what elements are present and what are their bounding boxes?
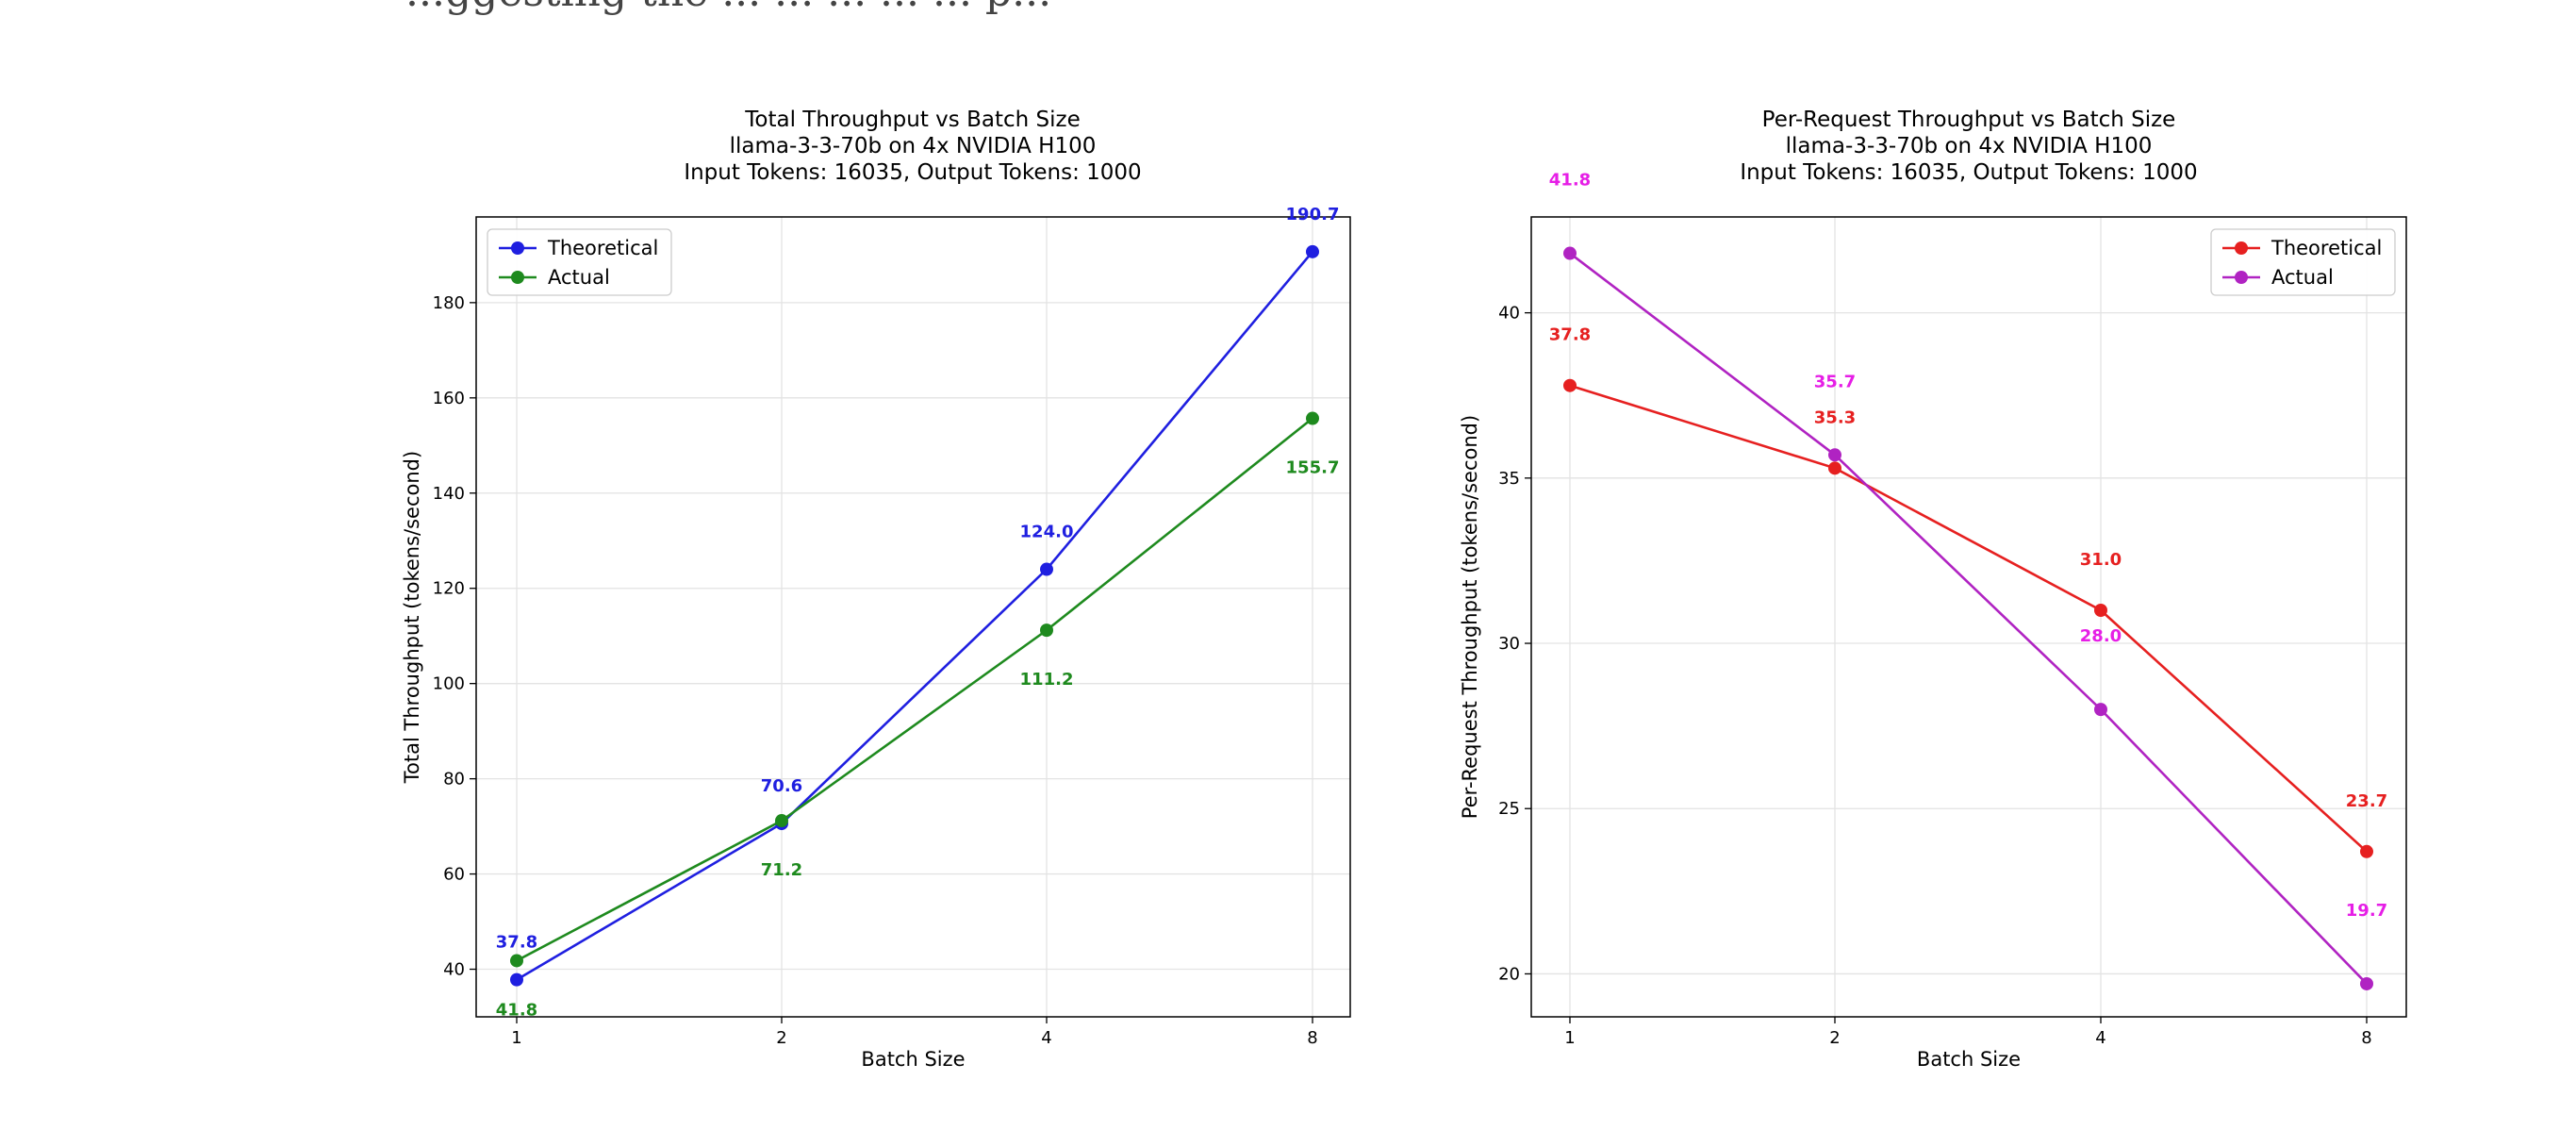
x-tick-label: 4 (1041, 1028, 1051, 1048)
cropped-caption-text: ...ggesting the ... ... ... ... ... p... (0, 0, 2576, 17)
legend-marker (511, 241, 524, 255)
data-label: 35.7 (1814, 372, 1856, 391)
legend-entry: Theoretical (2271, 237, 2382, 259)
data-label: 111.2 (1020, 670, 1074, 690)
data-label: 35.3 (1814, 407, 1856, 427)
data-label: 41.8 (1549, 171, 1591, 191)
data-label: 37.8 (496, 933, 537, 953)
data-point (2360, 976, 2373, 990)
data-point (1040, 623, 1053, 638)
series-theoretical: 37.8 70.6 124.0 190.7 (496, 205, 1340, 987)
legend-entry: Actual (548, 266, 610, 289)
series-line (1569, 384, 2368, 853)
data-label: 19.7 (2346, 901, 2387, 921)
data-point (2094, 603, 2107, 617)
series-actual: 41.8 71.2 111.2 155.7 (496, 411, 1340, 1020)
data-label: 23.7 (2346, 791, 2387, 811)
legend-box (2210, 228, 2396, 296)
data-point (1040, 562, 1053, 576)
y-tick-label: 30 (1498, 634, 1520, 654)
data-point (1306, 244, 1319, 258)
chart-2: Per-Request Throughput vs Batch Sizellam… (1459, 108, 2407, 1071)
x-axis-label: Batch Size (1917, 1048, 2021, 1071)
y-axis-label: Per-Request Throughput (tokens/second) (1459, 415, 1481, 819)
data-point (510, 954, 523, 968)
legend-marker (2235, 271, 2248, 284)
chart-title-line-1: Per-Request Throughput vs Batch Size (1762, 108, 2176, 132)
chart-1: Total Throughput vs Batch Sizellama-3-3-… (401, 108, 1351, 1071)
legend-entry: Theoretical (547, 237, 658, 259)
x-tick-label: 2 (776, 1028, 786, 1048)
y-axis-label: Total Throughput (tokens/second) (401, 451, 423, 784)
data-point (1563, 246, 1577, 260)
y-tick-label: 40 (443, 960, 465, 980)
data-point (510, 972, 523, 987)
x-tick-label: 2 (1829, 1028, 1840, 1048)
series-theoretical: 37.8 35.3 31.0 23.7 (1549, 325, 2387, 858)
y-tick-label: 60 (443, 865, 465, 885)
legend: Theoretical Actual (2210, 228, 2396, 296)
x-tick-label: 1 (511, 1028, 521, 1048)
legend-marker (511, 271, 524, 284)
data-label: 70.6 (761, 776, 802, 796)
y-tick-label: 25 (1498, 799, 1520, 819)
x-tick-label: 4 (2095, 1028, 2105, 1048)
data-label: 124.0 (1020, 523, 1074, 542)
caption-fragment: ...ggesting the ... ... ... ... ... p... (405, 0, 1051, 16)
y-tick-label: 40 (1498, 304, 1520, 324)
data-point (1828, 448, 1841, 462)
y-tick-label: 180 (433, 293, 465, 313)
chart-title-line-2: llama-3-3-70b on 4x NVIDIA H100 (1786, 134, 2153, 158)
data-label: 31.0 (2080, 550, 2122, 570)
series-line (516, 417, 1313, 962)
x-tick-label: 8 (2361, 1028, 2371, 1048)
data-label: 71.2 (761, 860, 802, 880)
data-label: 155.7 (1286, 458, 1340, 478)
chart-title-line-3: Input Tokens: 16035, Output Tokens: 1000 (1740, 160, 2197, 185)
chart-title-line-1: Total Throughput vs Batch Size (744, 108, 1080, 132)
data-point (775, 814, 788, 828)
data-label: 41.8 (496, 1000, 537, 1020)
chart-title-line-3: Input Tokens: 16035, Output Tokens: 1000 (684, 160, 1141, 185)
y-tick-label: 35 (1498, 469, 1520, 489)
x-axis-label: Batch Size (861, 1048, 965, 1071)
legend-box (487, 228, 672, 296)
y-tick-label: 140 (433, 484, 465, 504)
y-tick-label: 80 (443, 770, 465, 790)
legend-marker (2235, 241, 2248, 255)
legend: Theoretical Actual (487, 228, 672, 296)
y-tick-label: 160 (433, 389, 465, 408)
x-tick-label: 8 (1307, 1028, 1317, 1048)
legend-entry: Actual (2271, 266, 2334, 289)
data-point (1563, 378, 1577, 392)
data-point (2360, 844, 2373, 858)
y-tick-label: 20 (1498, 964, 1520, 984)
series-actual: 41.8 35.7 28.0 19.7 (1549, 171, 2387, 990)
data-point (1828, 461, 1841, 475)
x-tick-label: 1 (1564, 1028, 1575, 1048)
series-line (516, 251, 1313, 981)
y-tick-label: 120 (433, 579, 465, 599)
chart-title-line-2: llama-3-3-70b on 4x NVIDIA H100 (730, 134, 1097, 158)
data-label: 37.8 (1549, 325, 1591, 345)
data-point (1306, 411, 1319, 425)
series-line (1569, 252, 2368, 985)
y-tick-label: 100 (433, 674, 465, 694)
data-label: 190.7 (1286, 205, 1340, 224)
plot-frame (1530, 216, 2407, 1018)
data-label: 28.0 (2080, 626, 2122, 646)
plot-frame (475, 216, 1351, 1018)
data-point (2094, 703, 2107, 717)
